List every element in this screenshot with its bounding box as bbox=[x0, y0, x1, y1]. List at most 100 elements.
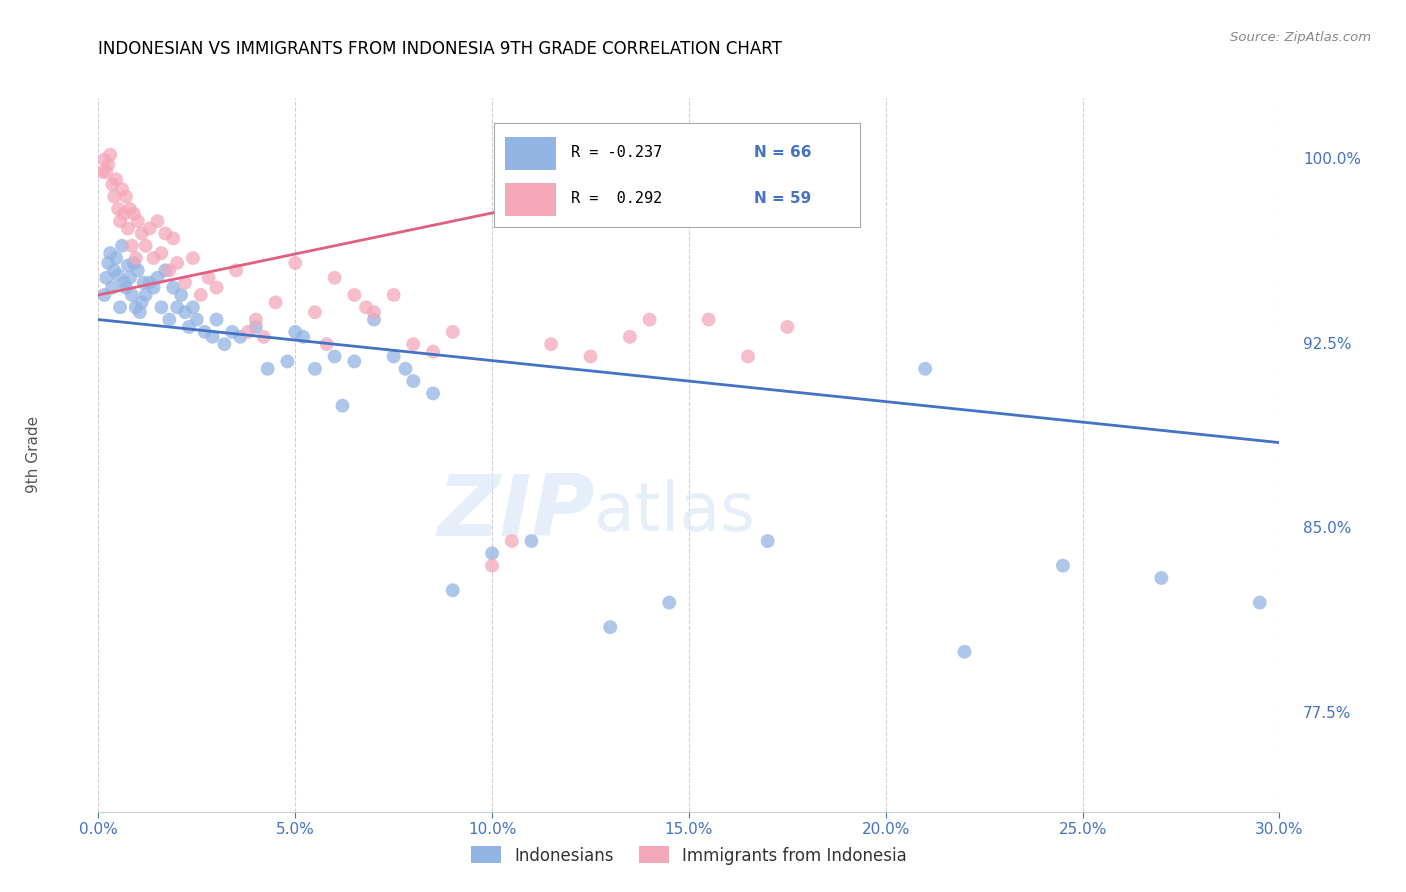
Point bbox=[382, 288, 405, 302]
Point bbox=[117, 259, 139, 273]
Text: R = -0.237: R = -0.237 bbox=[571, 145, 662, 160]
Bar bbox=[505, 183, 557, 216]
Point bbox=[98, 147, 121, 161]
Point bbox=[638, 312, 661, 326]
Point bbox=[142, 280, 165, 294]
Point bbox=[343, 288, 366, 302]
Point bbox=[304, 361, 326, 376]
Point bbox=[394, 361, 416, 376]
Point bbox=[174, 305, 197, 319]
Point bbox=[135, 239, 157, 253]
Point bbox=[162, 231, 184, 245]
Point bbox=[619, 330, 641, 344]
Point bbox=[155, 263, 177, 277]
Point bbox=[181, 300, 204, 314]
Point bbox=[323, 270, 346, 285]
Point bbox=[101, 178, 124, 192]
Point bbox=[166, 256, 188, 270]
Point bbox=[127, 263, 149, 277]
Point bbox=[264, 295, 287, 310]
Point bbox=[150, 246, 173, 260]
Point bbox=[229, 330, 252, 344]
Point bbox=[953, 645, 976, 659]
Point bbox=[96, 270, 118, 285]
Point bbox=[190, 288, 212, 302]
Point bbox=[481, 546, 503, 560]
Point bbox=[422, 386, 444, 401]
Point bbox=[125, 300, 148, 314]
Point bbox=[91, 165, 114, 179]
Point bbox=[117, 221, 139, 235]
Point bbox=[776, 320, 799, 334]
Point bbox=[402, 337, 425, 351]
Point bbox=[138, 221, 160, 235]
Point bbox=[115, 189, 138, 203]
Point bbox=[107, 202, 129, 216]
Point bbox=[194, 325, 217, 339]
Point bbox=[121, 288, 143, 302]
Point bbox=[122, 256, 145, 270]
Point bbox=[1052, 558, 1074, 573]
Text: N = 59: N = 59 bbox=[754, 191, 811, 206]
Point bbox=[253, 330, 276, 344]
Point bbox=[142, 251, 165, 265]
Point bbox=[146, 214, 169, 228]
Text: Source: ZipAtlas.com: Source: ZipAtlas.com bbox=[1230, 31, 1371, 45]
Point bbox=[132, 276, 155, 290]
Point bbox=[131, 295, 153, 310]
Point bbox=[150, 300, 173, 314]
Point bbox=[111, 239, 134, 253]
Point bbox=[737, 350, 759, 364]
Point bbox=[115, 280, 138, 294]
Point bbox=[520, 534, 543, 549]
Point bbox=[315, 337, 337, 351]
Point bbox=[323, 350, 346, 364]
Point bbox=[174, 276, 197, 290]
Text: ZIP: ZIP bbox=[437, 470, 595, 554]
Point bbox=[579, 350, 602, 364]
Point bbox=[225, 263, 247, 277]
Point bbox=[1249, 596, 1271, 610]
Point bbox=[284, 325, 307, 339]
Point bbox=[363, 312, 385, 326]
Text: 9th Grade: 9th Grade bbox=[25, 417, 41, 493]
Point bbox=[186, 312, 208, 326]
Point bbox=[205, 312, 228, 326]
Point bbox=[354, 300, 377, 314]
Point bbox=[256, 361, 278, 376]
Text: 100.0%: 100.0% bbox=[1303, 153, 1361, 167]
Point bbox=[402, 374, 425, 388]
Point bbox=[157, 312, 180, 326]
Text: INDONESIAN VS IMMIGRANTS FROM INDONESIA 9TH GRADE CORRELATION CHART: INDONESIAN VS IMMIGRANTS FROM INDONESIA … bbox=[98, 40, 782, 58]
Text: R =  0.292: R = 0.292 bbox=[571, 191, 662, 206]
Point bbox=[103, 189, 125, 203]
Point bbox=[181, 251, 204, 265]
Point bbox=[118, 270, 141, 285]
Point bbox=[501, 534, 523, 549]
Point bbox=[97, 256, 120, 270]
Point bbox=[121, 239, 143, 253]
Point bbox=[292, 330, 315, 344]
Point bbox=[205, 280, 228, 294]
Point bbox=[138, 276, 160, 290]
Point bbox=[343, 354, 366, 368]
Point bbox=[131, 227, 153, 241]
Text: N = 66: N = 66 bbox=[754, 145, 811, 160]
Point bbox=[108, 214, 131, 228]
Point bbox=[441, 583, 464, 598]
Point bbox=[166, 300, 188, 314]
Point bbox=[105, 251, 128, 265]
Point bbox=[97, 157, 120, 171]
Point bbox=[112, 276, 135, 290]
Point bbox=[146, 270, 169, 285]
Point bbox=[112, 207, 135, 221]
Point bbox=[540, 337, 562, 351]
Point bbox=[122, 207, 145, 221]
Point bbox=[276, 354, 298, 368]
Point bbox=[332, 399, 354, 413]
Point bbox=[245, 312, 267, 326]
Point bbox=[118, 202, 141, 216]
Point bbox=[96, 165, 118, 179]
Point bbox=[245, 320, 267, 334]
Point bbox=[105, 172, 128, 186]
